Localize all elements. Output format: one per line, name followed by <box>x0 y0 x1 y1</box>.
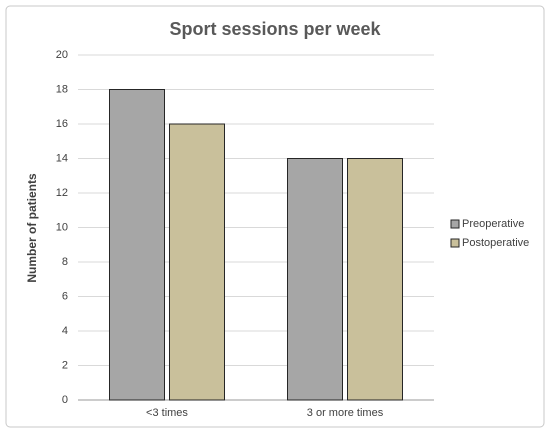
bar <box>287 158 343 401</box>
legend-label: Postoperative <box>462 237 529 249</box>
legend-swatch <box>450 219 460 229</box>
x-tick-label: 3 or more times <box>307 407 384 419</box>
bar <box>109 89 165 401</box>
y-tick-label: 0 <box>62 394 68 406</box>
y-tick-label: 12 <box>56 187 68 199</box>
y-axis-label: Number of patients <box>25 173 39 283</box>
y-tick-label: 16 <box>56 118 68 130</box>
y-tick-label: 20 <box>56 49 68 61</box>
y-tick-label: 6 <box>62 290 68 302</box>
y-tick-label: 8 <box>62 256 68 268</box>
legend-label: Preoperative <box>462 218 524 230</box>
y-tick-label: 10 <box>56 221 68 233</box>
chart-title: Sport sessions per week <box>169 19 381 39</box>
y-tick-label: 18 <box>56 83 68 95</box>
chart-frame <box>5 5 545 428</box>
y-tick-label: 4 <box>62 325 68 337</box>
x-tick-label: <3 times <box>146 407 188 419</box>
y-tick-label: 2 <box>62 359 68 371</box>
bar <box>347 158 403 401</box>
bar <box>169 123 225 401</box>
y-tick-label: 14 <box>56 152 68 164</box>
legend-swatch <box>450 238 460 248</box>
